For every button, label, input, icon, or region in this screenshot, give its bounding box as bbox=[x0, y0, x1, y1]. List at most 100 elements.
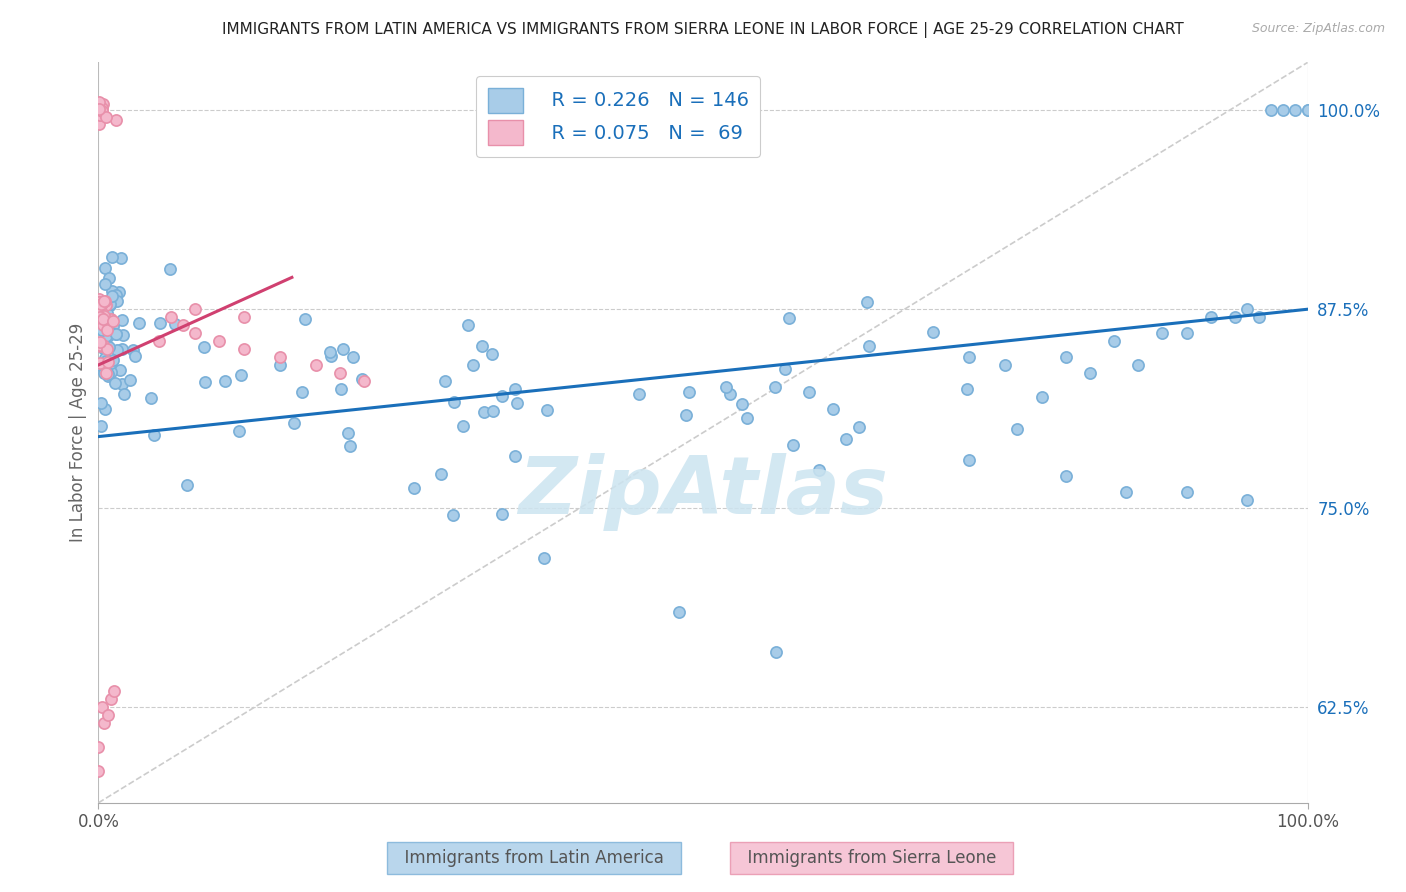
Point bbox=[921, 325, 943, 339]
Point bbox=[1296, 103, 1319, 118]
Point bbox=[1236, 493, 1258, 508]
Point bbox=[94, 277, 117, 291]
Point bbox=[96, 110, 118, 124]
Point bbox=[1007, 422, 1029, 436]
Point bbox=[232, 310, 254, 325]
Point bbox=[108, 285, 131, 299]
Point bbox=[111, 327, 134, 342]
Point bbox=[87, 95, 110, 109]
Point bbox=[100, 296, 122, 310]
Point bbox=[91, 700, 114, 714]
Point bbox=[1115, 485, 1137, 500]
Point bbox=[956, 383, 979, 397]
Point bbox=[184, 302, 207, 317]
Point bbox=[87, 740, 110, 755]
Point bbox=[87, 294, 110, 309]
Point bbox=[294, 312, 316, 326]
Point bbox=[329, 366, 352, 380]
Point bbox=[89, 117, 111, 131]
Point bbox=[957, 350, 980, 364]
Point bbox=[93, 351, 115, 365]
Point bbox=[461, 358, 484, 372]
Point bbox=[100, 365, 122, 379]
Point bbox=[89, 359, 111, 373]
Point bbox=[96, 323, 118, 337]
Point bbox=[89, 310, 111, 325]
Point bbox=[319, 344, 342, 359]
Point bbox=[97, 340, 120, 354]
Point bbox=[1054, 350, 1077, 364]
Text: Immigrants from Sierra Leone: Immigrants from Sierra Leone bbox=[737, 849, 1007, 867]
Point bbox=[89, 295, 111, 310]
Point bbox=[93, 366, 115, 380]
Point bbox=[89, 310, 111, 325]
Point bbox=[101, 284, 124, 298]
Point bbox=[89, 298, 111, 312]
Point bbox=[858, 339, 880, 353]
Point bbox=[89, 334, 111, 349]
Legend:   R = 0.226   N = 146,   R = 0.075   N =  69: R = 0.226 N = 146, R = 0.075 N = 69 bbox=[477, 76, 761, 157]
Point bbox=[91, 341, 114, 355]
Point bbox=[108, 363, 131, 377]
Text: IMMIGRANTS FROM LATIN AMERICA VS IMMIGRANTS FROM SIERRA LEONE IN LABOR FORCE | A: IMMIGRANTS FROM LATIN AMERICA VS IMMIGRA… bbox=[222, 22, 1184, 38]
Point bbox=[91, 318, 114, 332]
Text: Immigrants from Latin America: Immigrants from Latin America bbox=[394, 849, 675, 867]
Point bbox=[1223, 310, 1246, 325]
Point bbox=[336, 425, 359, 440]
Point bbox=[799, 384, 821, 399]
Point bbox=[94, 363, 117, 377]
Point bbox=[93, 401, 115, 416]
Point bbox=[105, 112, 128, 127]
Point bbox=[763, 380, 786, 394]
Point bbox=[93, 294, 115, 309]
Point bbox=[91, 323, 114, 337]
Point bbox=[104, 376, 127, 390]
Point bbox=[97, 368, 120, 382]
Point bbox=[443, 395, 465, 409]
Point bbox=[112, 387, 135, 401]
Point bbox=[87, 102, 110, 116]
Point bbox=[104, 287, 127, 301]
Point bbox=[87, 296, 110, 310]
Point bbox=[994, 358, 1017, 372]
Point bbox=[1249, 310, 1271, 325]
Point bbox=[100, 312, 122, 326]
Point bbox=[1152, 326, 1174, 340]
Point bbox=[731, 397, 754, 411]
Point bbox=[720, 387, 742, 401]
Point bbox=[90, 396, 112, 410]
Point bbox=[1284, 103, 1306, 118]
Point bbox=[105, 343, 128, 358]
Point bbox=[89, 305, 111, 319]
Point bbox=[232, 342, 254, 356]
Point bbox=[1102, 334, 1125, 348]
Point bbox=[89, 357, 111, 371]
Point bbox=[506, 396, 529, 410]
Point bbox=[856, 295, 879, 310]
Point bbox=[457, 318, 479, 332]
Point bbox=[100, 288, 122, 302]
Point bbox=[96, 316, 118, 330]
Point bbox=[184, 326, 207, 340]
Point bbox=[90, 298, 112, 312]
Point bbox=[97, 708, 120, 723]
Point bbox=[165, 317, 187, 331]
Point bbox=[1199, 310, 1222, 325]
Point bbox=[103, 684, 125, 698]
Point bbox=[481, 403, 503, 417]
Point bbox=[91, 295, 114, 310]
Point bbox=[139, 391, 162, 405]
Point bbox=[87, 306, 110, 320]
Text: Source: ZipAtlas.com: Source: ZipAtlas.com bbox=[1251, 22, 1385, 36]
Point bbox=[491, 508, 513, 522]
Point bbox=[111, 313, 134, 327]
Point bbox=[208, 334, 231, 348]
Point bbox=[91, 303, 114, 318]
Point bbox=[105, 326, 128, 341]
Text: ZipAtlas: ZipAtlas bbox=[517, 453, 889, 531]
Point bbox=[143, 428, 166, 442]
Point bbox=[110, 252, 132, 266]
Point bbox=[807, 463, 830, 477]
Point bbox=[96, 355, 118, 369]
Point bbox=[269, 358, 291, 372]
